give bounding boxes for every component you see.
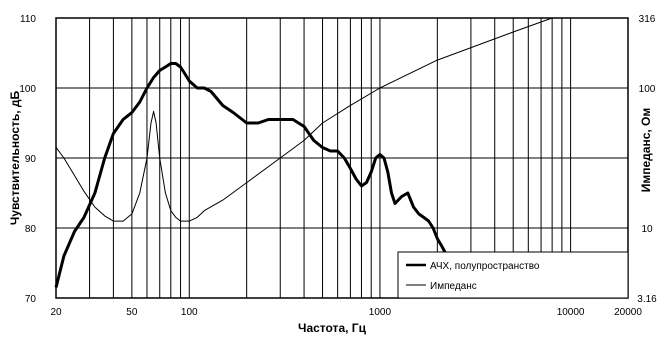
- series-layer: [54, 17, 553, 288]
- y-tick-label: 80: [25, 224, 37, 235]
- y-tick-label: 100: [19, 84, 36, 95]
- series-line-frequency-response: [54, 62, 447, 288]
- plot-area-border: [55, 17, 629, 299]
- legend-label-frequency-response: АЧХ, полупространство: [430, 261, 540, 272]
- y2-axis-label: Импеданс, Ом: [639, 108, 653, 193]
- x-tick-label: 20000: [614, 307, 642, 318]
- tick-labels: 20 50 100 1000 10000 20000 70 80 90 100 110 3.16 10 1…: [19, 14, 657, 318]
- y2-tick-label: 100: [639, 84, 656, 95]
- legend-box: [397, 251, 629, 299]
- x-tick-label: 10000: [557, 307, 585, 318]
- x-tick-label: 1000: [369, 307, 392, 318]
- x-tick-label: 20: [50, 307, 62, 318]
- y2-tick-label: 10: [641, 224, 653, 235]
- legend-label-impedance: Импеданс: [430, 281, 477, 292]
- y2-tick-label: 316: [639, 14, 656, 25]
- y-axis-label: Чувствительность, дБ: [8, 90, 22, 225]
- y-tick-label: 110: [20, 14, 36, 25]
- series-line-impedance: [55, 17, 553, 222]
- x-tick-label: 100: [181, 307, 198, 318]
- y-tick-label: 70: [25, 294, 37, 305]
- legend: АЧХ, полупространство Импеданс: [397, 251, 629, 299]
- y-tick-label: 90: [25, 154, 37, 165]
- x-tick-label: 50: [126, 307, 138, 318]
- y2-tick-label: 3.16: [637, 294, 657, 305]
- x-axis-label: Частота, Гц: [298, 321, 367, 335]
